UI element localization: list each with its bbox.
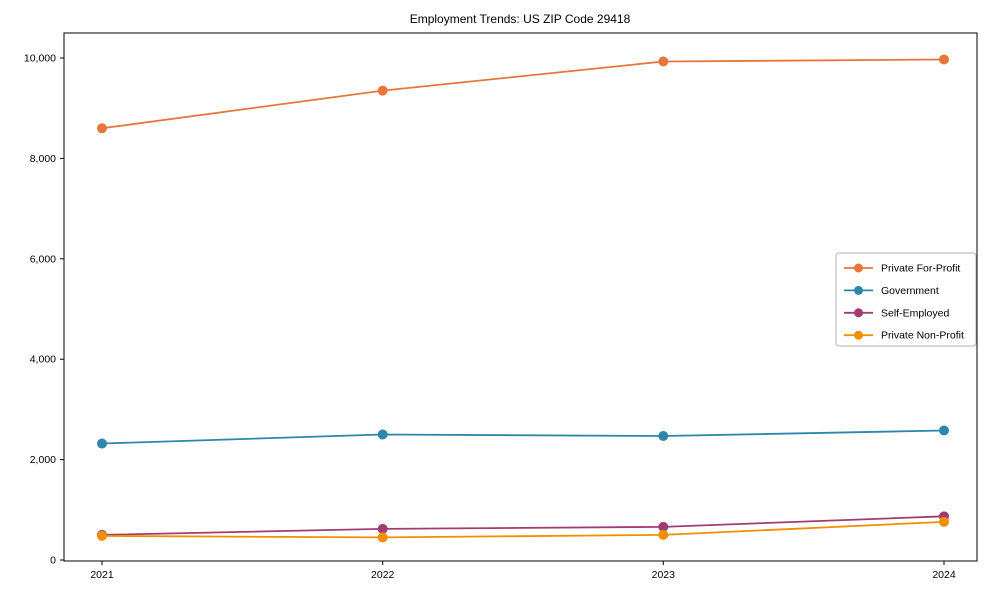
legend-marker-icon xyxy=(854,263,863,273)
legend-entry-private-non-profit: Private Non-Profit xyxy=(844,330,964,342)
x-axis-tick-label: 2021 xyxy=(90,569,114,581)
legend-entry-private-for-profit: Private For-Profit xyxy=(844,263,960,275)
series-marker-private-for-profit xyxy=(97,123,107,134)
legend-marker-icon xyxy=(854,330,863,340)
series-line-private-for-profit xyxy=(101,58,945,130)
legend-entry-self-employed: Self-Employed xyxy=(844,307,949,319)
x-axis-tick-label: 2022 xyxy=(371,569,395,581)
y-axis-tick-label: 2,000 xyxy=(30,454,56,466)
legend-label: Government xyxy=(881,285,939,297)
legend-label: Self-Employed xyxy=(881,307,949,319)
chart-title: Employment Trends: US ZIP Code 29418 xyxy=(410,12,631,26)
series-marker-private-non-profit xyxy=(377,532,388,543)
y-axis-tick-label: 8,000 xyxy=(30,153,56,165)
plot-border xyxy=(63,32,978,562)
series-marker-private-for-profit xyxy=(939,54,949,65)
series-marker-government xyxy=(658,431,669,442)
legend-label: Private For-Profit xyxy=(881,263,960,275)
y-axis-tick-label: 0 xyxy=(50,555,56,567)
series-marker-private-non-profit xyxy=(658,529,669,540)
x-axis-tick-label: 2023 xyxy=(652,569,676,581)
legend-marker-icon xyxy=(854,308,863,318)
legend-label: Private Non-Profit xyxy=(881,330,964,342)
series-line-private-non-profit xyxy=(101,520,945,539)
series-line-self-employed xyxy=(101,515,945,536)
series-marker-private-for-profit xyxy=(377,85,388,96)
y-axis-tick-label: 10,000 xyxy=(24,53,56,65)
series-marker-self-employed xyxy=(658,521,669,532)
series-marker-government xyxy=(97,438,107,449)
series-marker-government xyxy=(377,429,388,440)
axes-layer: 0 2,000 4,000 6,000 8,000 10,000 2021 2022 2023 2… xyxy=(24,32,978,581)
series-marker-private-for-profit xyxy=(658,56,669,67)
legend-entry-government: Government xyxy=(844,285,939,297)
series-layer xyxy=(97,54,949,543)
series-marker-private-non-profit xyxy=(939,516,949,527)
legend-marker-icon xyxy=(854,285,863,295)
series-marker-self-employed xyxy=(377,523,388,534)
legend: Private For-Profit Government Self-Employe… xyxy=(835,252,977,347)
y-axis-tick-label: 4,000 xyxy=(30,354,56,366)
series-marker-government xyxy=(939,425,949,436)
series-line-government xyxy=(101,429,945,445)
legend-box xyxy=(835,252,977,347)
y-axis-tick-label: 6,000 xyxy=(30,253,56,265)
series-marker-private-non-profit xyxy=(97,530,107,541)
x-axis-tick-label: 2024 xyxy=(932,569,956,581)
